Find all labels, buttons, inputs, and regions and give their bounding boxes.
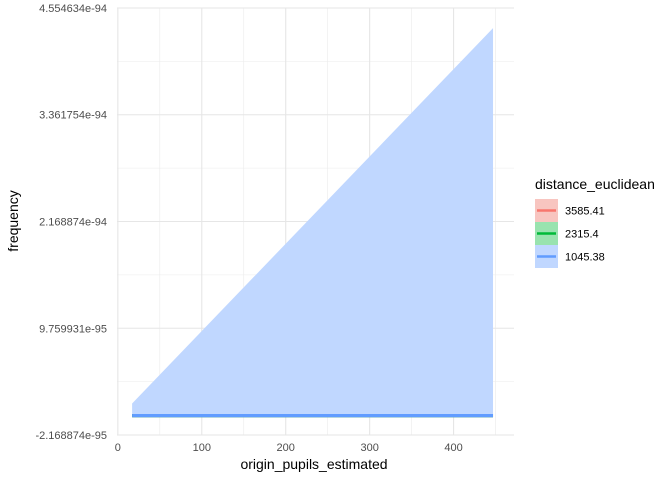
x-tick-label: 300 <box>360 442 378 454</box>
ribbons <box>132 28 494 416</box>
legend: distance_euclidean 3585.41 2315.4 1045.38 <box>535 176 655 268</box>
y-tick-label: -2.168874e-95 <box>35 430 107 442</box>
ribbon-1045.38 <box>132 28 494 416</box>
x-axis-ticks: 0 100 200 300 400 <box>115 442 463 454</box>
x-axis-title: origin_pupils_estimated <box>240 456 387 472</box>
x-tick-label: 200 <box>277 442 295 454</box>
y-axis-ticks: -2.168874e-95 9.759931e-95 2.168874e-94 3.3… <box>35 3 107 442</box>
legend-label: 3585.41 <box>565 206 605 218</box>
y-tick-label: 9.759931e-95 <box>39 323 107 335</box>
y-tick-label: 4.554634e-94 <box>39 3 107 15</box>
x-tick-label: 0 <box>115 442 121 454</box>
x-tick-label: 400 <box>444 442 462 454</box>
legend-label: 2315.4 <box>565 229 599 241</box>
legend-label: 1045.38 <box>565 252 605 264</box>
y-tick-label: 2.168874e-94 <box>39 216 107 228</box>
y-axis-title: frequency <box>5 190 21 251</box>
x-tick-label: 100 <box>193 442 211 454</box>
y-tick-label: 3.361754e-94 <box>39 110 107 122</box>
legend-title: distance_euclidean <box>535 176 655 192</box>
